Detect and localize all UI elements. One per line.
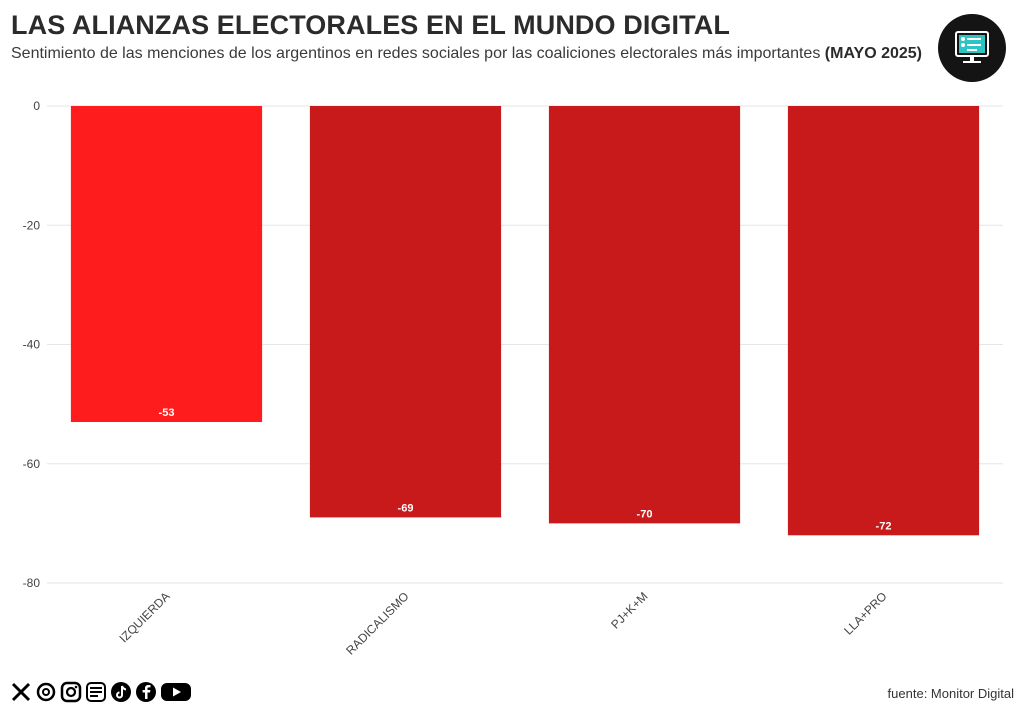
data-label: -72 bbox=[876, 520, 892, 532]
monitor-icon bbox=[955, 31, 989, 63]
data-label: -70 bbox=[637, 508, 653, 520]
y-tick-label: -60 bbox=[23, 457, 41, 471]
y-tick-label: -80 bbox=[23, 576, 41, 590]
subtitle-date: (MAYO 2025) bbox=[824, 45, 923, 62]
instagram-icon[interactable] bbox=[60, 681, 82, 703]
subtitle-text: Sentimiento de las menciones de los arge… bbox=[11, 45, 821, 62]
source-note: fuente: Monitor Digital bbox=[887, 686, 1014, 701]
monitor-digital-icon[interactable] bbox=[85, 681, 107, 703]
bar bbox=[787, 106, 980, 536]
bar bbox=[309, 106, 502, 518]
x-icon[interactable] bbox=[10, 681, 32, 703]
youtube-icon[interactable] bbox=[160, 681, 192, 703]
bar bbox=[548, 106, 741, 524]
chart-title: LAS ALIANZAS ELECTORALES EN EL MUNDO DIG… bbox=[11, 10, 730, 40]
x-tick-label: IZQUIERDA bbox=[117, 589, 173, 645]
y-tick-label: -20 bbox=[23, 218, 41, 232]
data-label: -69 bbox=[398, 502, 414, 514]
y-tick-label: -40 bbox=[23, 338, 41, 352]
facebook-icon[interactable] bbox=[135, 681, 157, 703]
x-tick-label: LLA+PRO bbox=[841, 589, 889, 637]
x-tick-label: RADICALISMO bbox=[343, 589, 411, 657]
tiktok-icon[interactable] bbox=[110, 681, 132, 703]
chart-subtitle: Sentimiento de las menciones de los arge… bbox=[11, 45, 922, 63]
bar-chart: 0 -20 -40 -60 -80 -53 IZQUIERDA -69 RADICALISMO -… bbox=[23, 99, 1003, 658]
social-icons bbox=[10, 681, 192, 703]
data-label: -53 bbox=[159, 407, 175, 419]
bar bbox=[70, 106, 263, 423]
monitor-digital-logo[interactable] bbox=[938, 14, 1006, 82]
y-tick-label: 0 bbox=[33, 99, 40, 113]
x-tick-label: PJ+K+M bbox=[608, 589, 650, 631]
threads-icon[interactable] bbox=[35, 681, 57, 703]
